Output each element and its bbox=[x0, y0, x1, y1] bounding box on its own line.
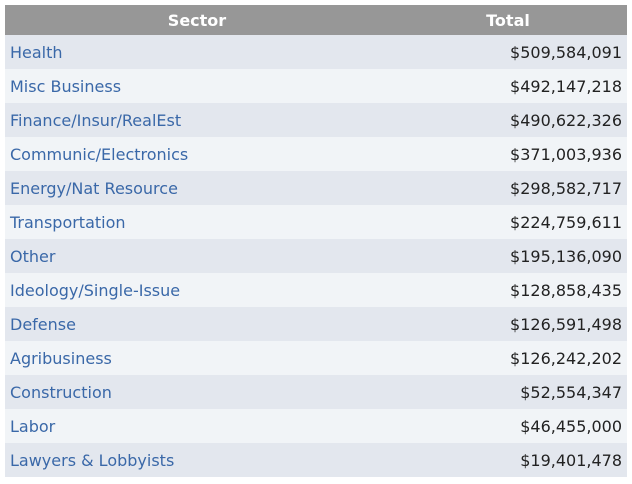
table-header: Sector Total bbox=[5, 5, 627, 35]
sector-link[interactable]: Labor bbox=[5, 409, 389, 443]
sector-totals-table-container: Sector Total Health $509,584,091 Misc Bu… bbox=[5, 5, 627, 477]
table-row: Misc Business $492,147,218 bbox=[5, 69, 627, 103]
sector-link[interactable]: Misc Business bbox=[5, 69, 389, 103]
total-value: $490,622,326 bbox=[389, 103, 627, 137]
sector-link[interactable]: Construction bbox=[5, 375, 389, 409]
total-value: $19,401,478 bbox=[389, 443, 627, 477]
sector-link[interactable]: Ideology/Single-Issue bbox=[5, 273, 389, 307]
total-value: $509,584,091 bbox=[389, 35, 627, 69]
table-row: Ideology/Single-Issue $128,858,435 bbox=[5, 273, 627, 307]
total-value: $126,242,202 bbox=[389, 341, 627, 375]
table-row: Lawyers & Lobbyists $19,401,478 bbox=[5, 443, 627, 477]
table-row: Communic/Electronics $371,003,936 bbox=[5, 137, 627, 171]
table-row: Health $509,584,091 bbox=[5, 35, 627, 69]
table-row: Labor $46,455,000 bbox=[5, 409, 627, 443]
sector-totals-table: Sector Total Health $509,584,091 Misc Bu… bbox=[5, 5, 627, 477]
header-row: Sector Total bbox=[5, 5, 627, 35]
sector-link[interactable]: Lawyers & Lobbyists bbox=[5, 443, 389, 477]
sector-link[interactable]: Transportation bbox=[5, 205, 389, 239]
total-value: $128,858,435 bbox=[389, 273, 627, 307]
table-row: Construction $52,554,347 bbox=[5, 375, 627, 409]
sector-link[interactable]: Finance/Insur/RealEst bbox=[5, 103, 389, 137]
table-row: Energy/Nat Resource $298,582,717 bbox=[5, 171, 627, 205]
sector-link[interactable]: Other bbox=[5, 239, 389, 273]
table-row: Defense $126,591,498 bbox=[5, 307, 627, 341]
sector-link[interactable]: Communic/Electronics bbox=[5, 137, 389, 171]
sector-link[interactable]: Energy/Nat Resource bbox=[5, 171, 389, 205]
sector-column-header[interactable]: Sector bbox=[5, 5, 389, 35]
total-value: $492,147,218 bbox=[389, 69, 627, 103]
table-row: Agribusiness $126,242,202 bbox=[5, 341, 627, 375]
table-row: Transportation $224,759,611 bbox=[5, 205, 627, 239]
total-value: $298,582,717 bbox=[389, 171, 627, 205]
total-value: $195,136,090 bbox=[389, 239, 627, 273]
sector-link[interactable]: Defense bbox=[5, 307, 389, 341]
table-row: Other $195,136,090 bbox=[5, 239, 627, 273]
total-value: $371,003,936 bbox=[389, 137, 627, 171]
total-value: $46,455,000 bbox=[389, 409, 627, 443]
table-row: Finance/Insur/RealEst $490,622,326 bbox=[5, 103, 627, 137]
total-value: $126,591,498 bbox=[389, 307, 627, 341]
sector-link[interactable]: Agribusiness bbox=[5, 341, 389, 375]
table-body: Health $509,584,091 Misc Business $492,1… bbox=[5, 35, 627, 477]
total-value: $224,759,611 bbox=[389, 205, 627, 239]
sector-link[interactable]: Health bbox=[5, 35, 389, 69]
total-value: $52,554,347 bbox=[389, 375, 627, 409]
total-column-header[interactable]: Total bbox=[389, 5, 627, 35]
